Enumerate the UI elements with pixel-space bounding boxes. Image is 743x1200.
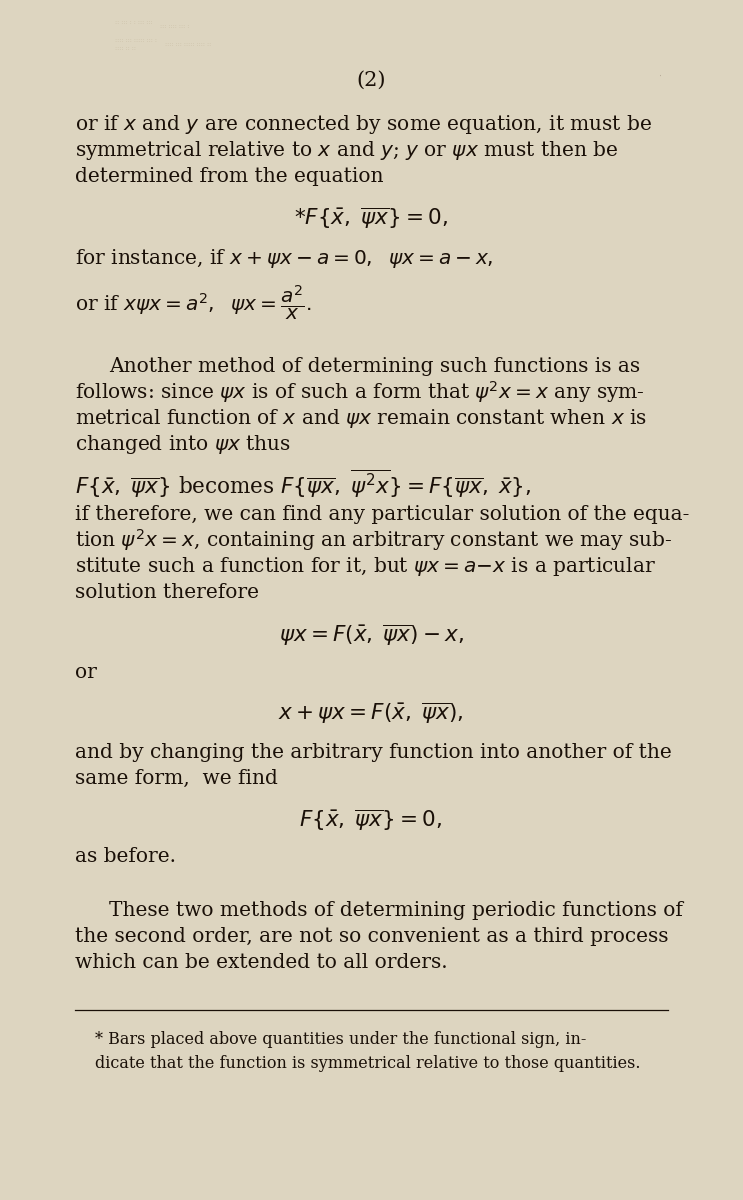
Text: $\psi x = F(\bar{x},\; \overline{\psi x}) - x,$: $\psi x = F(\bar{x},\; \overline{\psi x}… (279, 623, 464, 648)
Text: the second order, are not so convenient as a third process: the second order, are not so convenient … (75, 926, 669, 946)
Text: * Bars placed above quantities under the functional sign, in-: * Bars placed above quantities under the… (95, 1032, 586, 1049)
Text: if therefore, we can find any particular solution of the equa-: if therefore, we can find any particular… (75, 504, 690, 523)
Text: solution therefore: solution therefore (75, 582, 259, 601)
Text: follows: since $\psi x$ is of such a form that $\psi^2 x = x$ any sym-: follows: since $\psi x$ is of such a for… (75, 379, 645, 404)
Text: $x + \psi x = F(\bar{x},\; \overline{\psi x}),$: $x + \psi x = F(\bar{x},\; \overline{\ps… (279, 701, 464, 726)
Text: $F\{\bar{x},\; \overline{\psi x}\} = 0,$: $F\{\bar{x},\; \overline{\psi x}\} = 0,$ (299, 808, 443, 833)
Text: determined from the equation: determined from the equation (75, 168, 383, 186)
Text: dicate that the function is symmetrical relative to those quantities.: dicate that the function is symmetrical … (95, 1056, 640, 1073)
Text: $\cdot$: $\cdot$ (658, 71, 662, 79)
Text: These two methods of determining periodic functions of: These two methods of determining periodi… (109, 900, 683, 919)
Text: metrical function of $x$ and $\psi x$ remain constant when $x$ is: metrical function of $x$ and $\psi x$ re… (75, 407, 647, 430)
Text: or: or (75, 662, 97, 682)
Text: symmetrical relative to $x$ and $y$; $y$ or $\psi x$ must then be: symmetrical relative to $x$ and $y$; $y$… (75, 139, 618, 162)
Text: and by changing the arbitrary function into another of the: and by changing the arbitrary function i… (75, 743, 672, 762)
Text: :::: :: ::: :::: :: :: (115, 46, 136, 50)
Text: changed into $\psi x$ thus: changed into $\psi x$ thus (75, 432, 291, 456)
Text: ::: :::: ::: :: ::: :::: ::: : (160, 24, 189, 29)
Text: :::: ::: ::::: :::: ::: :::: ::: ::::: :::: :: (165, 42, 211, 47)
Text: as before.: as before. (75, 846, 176, 865)
Text: :::: ::: ::::: ::: :: :::: ::: ::::: ::: : (115, 37, 157, 42)
Text: (2): (2) (356, 71, 386, 90)
Text: stitute such a function for it, but $\psi x {=} a{-}x$ is a particular: stitute such a function for it, but $\ps… (75, 554, 656, 577)
Text: Another method of determining such functions is as: Another method of determining such funct… (109, 356, 640, 376)
Text: :: ::: : : ::: :::: :: ::: : : ::: ::: (115, 19, 152, 24)
Text: tion $\psi^2 x = x$, containing an arbitrary constant we may sub-: tion $\psi^2 x = x$, containing an arbit… (75, 527, 672, 553)
Text: for instance, if $x + \psi x - a = 0,$ $\;\psi x = a - x,$: for instance, if $x + \psi x - a = 0,$ $… (75, 247, 493, 270)
Text: or if $x$ and $y$ are connected by some equation, it must be: or if $x$ and $y$ are connected by some … (75, 114, 652, 137)
Text: $* F\{\bar{x},\; \overline{\psi x}\} = 0,$: $* F\{\bar{x},\; \overline{\psi x}\} = 0… (294, 205, 448, 230)
Text: same form,  we find: same form, we find (75, 768, 278, 787)
Text: $F\{\bar{x},\; \overline{\psi x}\}$ becomes $F\{\overline{\psi x},\; \overline{\: $F\{\bar{x},\; \overline{\psi x}\}$ beco… (75, 468, 531, 500)
Text: which can be extended to all orders.: which can be extended to all orders. (75, 953, 447, 972)
Text: or if $x\psi x = a^2,$ $\;\psi x = \dfrac{a^2}{x}.$: or if $x\psi x = a^2,$ $\;\psi x = \dfra… (75, 283, 311, 323)
